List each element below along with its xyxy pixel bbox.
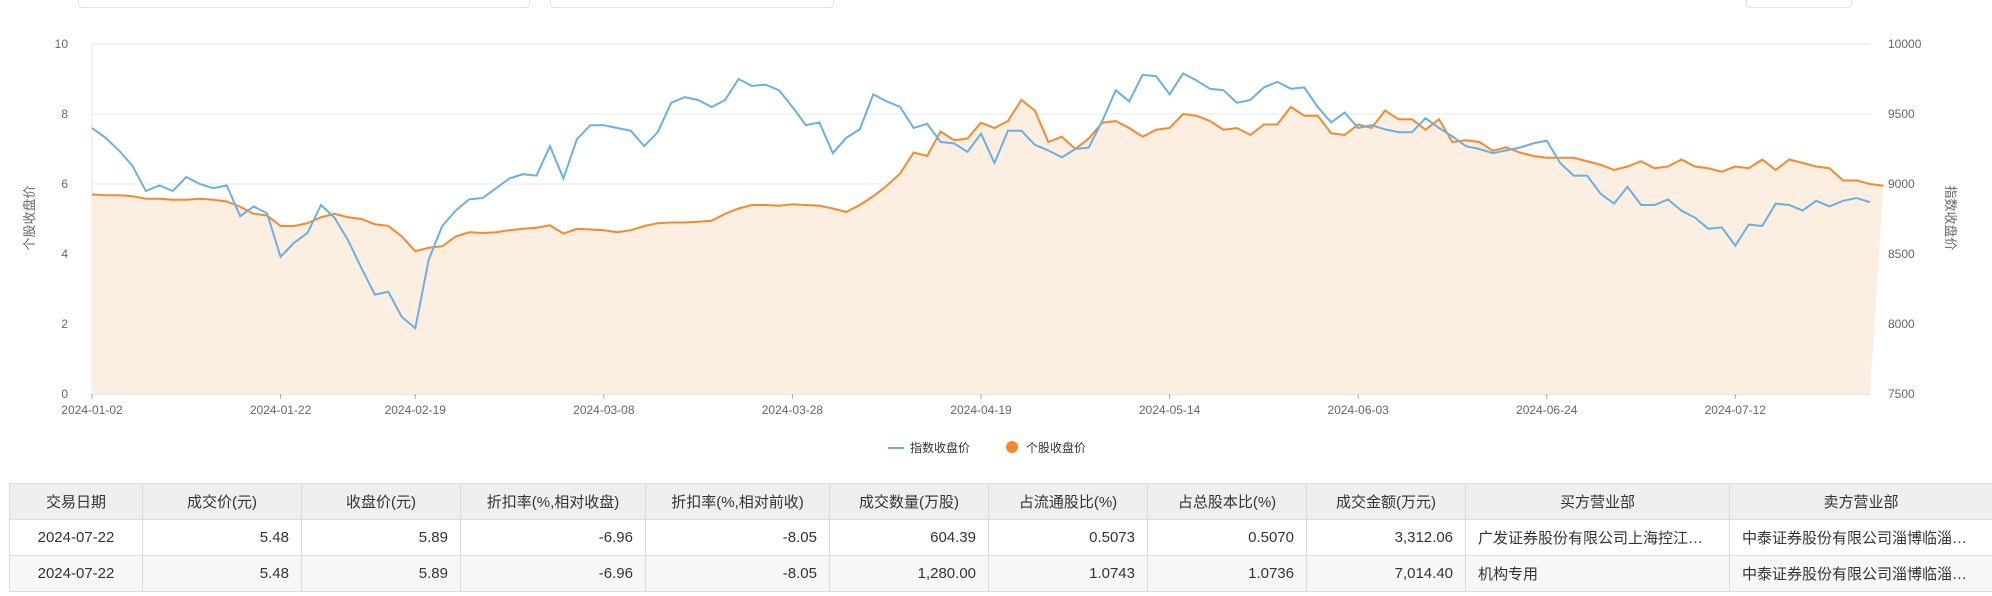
- legend[interactable]: 指数收盘价 个股收盘价: [888, 440, 1086, 455]
- y-right-tick-label: 8000: [1888, 317, 1915, 331]
- header-close-price[interactable]: 收盘价(元): [301, 483, 461, 520]
- y-right-tick-label: 8500: [1888, 247, 1915, 261]
- axes: 0 7500 2 8000 4 8500 6 9000 8 9500 10 10000 2024-01-…: [55, 37, 1922, 417]
- stock-price-line: [91, 98, 1884, 253]
- y-left-tick-label: 2: [61, 317, 68, 331]
- x-tick-label: 2024-03-08: [573, 403, 635, 417]
- y-left-tick-label: 6: [61, 177, 68, 191]
- cell-trade-date: 2024-07-22: [9, 519, 143, 556]
- cell-discount-prev: -8.05: [645, 519, 830, 556]
- header-float-ratio[interactable]: 占流通股比(%): [988, 483, 1148, 520]
- header-volume[interactable]: 成交数量(万股): [829, 483, 989, 520]
- cell-discount-prev: -8.05: [645, 555, 830, 592]
- legend-item-index[interactable]: 指数收盘价: [888, 440, 970, 455]
- x-tick-label: 2024-02-19: [385, 403, 447, 417]
- x-tick-label: 2024-06-24: [1516, 403, 1578, 417]
- stock-price-area: [92, 100, 1884, 394]
- legend-item-stock[interactable]: 个股收盘价: [1006, 440, 1086, 455]
- x-tick-label: 2024-06-03: [1327, 403, 1389, 417]
- x-tick-label: 2024-05-14: [1139, 403, 1201, 417]
- cell-float-ratio: 1.0743: [988, 555, 1148, 592]
- right-axis-label: 指数收盘价: [1943, 185, 1958, 250]
- index-price-line: [91, 72, 1871, 331]
- cell-discount-close: -6.96: [460, 555, 646, 592]
- filter-box-3[interactable]: [1746, 0, 1852, 8]
- cell-discount-close: -6.96: [460, 519, 646, 556]
- cell-buyer: 机构专用: [1465, 555, 1730, 592]
- table-row[interactable]: 2024-07-22 5.48 5.89 -6.96 -8.05 1,280.0…: [9, 555, 1992, 592]
- header-trade-date[interactable]: 交易日期: [9, 483, 143, 520]
- header-discount-close[interactable]: 折扣率(%,相对收盘): [460, 483, 646, 520]
- header-buyer[interactable]: 买方营业部: [1465, 483, 1730, 520]
- y-left-tick-label: 4: [61, 247, 68, 261]
- filter-box-2[interactable]: [550, 0, 834, 8]
- cell-trade-price: 5.48: [142, 519, 302, 556]
- x-tick-label: 2024-04-19: [950, 403, 1012, 417]
- cell-close-price: 5.89: [301, 519, 461, 556]
- cell-buyer: 广发证券股份有限公司上海控江…: [1465, 519, 1730, 556]
- top-toolbar: [0, 0, 1992, 8]
- y-left-tick-label: 8: [61, 107, 68, 121]
- header-trade-price[interactable]: 成交价(元): [142, 483, 302, 520]
- y-left-tick-label: 10: [55, 37, 69, 51]
- header-seller[interactable]: 卖方营业部: [1729, 483, 1992, 520]
- cell-total-ratio: 0.5070: [1147, 519, 1307, 556]
- cell-seller: 中泰证券股份有限公司淄博临淄…: [1729, 519, 1992, 556]
- header-total-ratio[interactable]: 占总股本比(%): [1147, 483, 1307, 520]
- header-amount[interactable]: 成交金额(万元): [1306, 483, 1466, 520]
- cell-volume: 604.39: [829, 519, 989, 556]
- legend-stock-label: 个股收盘价: [1026, 440, 1086, 455]
- cell-close-price: 5.89: [301, 555, 461, 592]
- cell-volume: 1,280.00: [829, 555, 989, 592]
- cell-amount: 7,014.40: [1306, 555, 1466, 592]
- cell-seller: 中泰证券股份有限公司淄博临淄…: [1729, 555, 1992, 592]
- cell-float-ratio: 0.5073: [988, 519, 1148, 556]
- cell-trade-price: 5.48: [142, 555, 302, 592]
- x-tick-label: 2024-03-28: [762, 403, 824, 417]
- y-right-tick-label: 9500: [1888, 107, 1915, 121]
- x-tick-label: 2024-07-12: [1705, 403, 1767, 417]
- cell-trade-date: 2024-07-22: [9, 555, 143, 592]
- price-chart: 0 7500 2 8000 4 8500 6 9000 8 9500 10 10000 2024-01-…: [22, 37, 1958, 455]
- y-right-tick-label: 10000: [1888, 37, 1922, 51]
- table-header-row: 交易日期 成交价(元) 收盘价(元) 折扣率(%,相对收盘) 折扣率(%,相对前…: [9, 483, 1992, 520]
- legend-index-label: 指数收盘价: [910, 440, 970, 455]
- y-right-tick-label: 9000: [1888, 177, 1915, 191]
- cell-total-ratio: 1.0736: [1147, 555, 1307, 592]
- filter-box-1[interactable]: [78, 0, 530, 8]
- cell-amount: 3,312.06: [1306, 519, 1466, 556]
- x-tick-label: 2024-01-02: [61, 403, 123, 417]
- y-left-tick-label: 0: [61, 387, 68, 401]
- y-right-tick-label: 7500: [1888, 387, 1915, 401]
- table-row[interactable]: 2024-07-22 5.48 5.89 -6.96 -8.05 604.39 …: [9, 519, 1992, 556]
- left-axis-label: 个股收盘价: [22, 185, 37, 250]
- block-trade-table: 交易日期 成交价(元) 收盘价(元) 折扣率(%,相对收盘) 折扣率(%,相对前…: [9, 483, 1992, 592]
- x-tick-label: 2024-01-22: [250, 403, 312, 417]
- header-discount-prev[interactable]: 折扣率(%,相对前收): [645, 483, 830, 520]
- legend-stock-swatch: [1006, 441, 1018, 453]
